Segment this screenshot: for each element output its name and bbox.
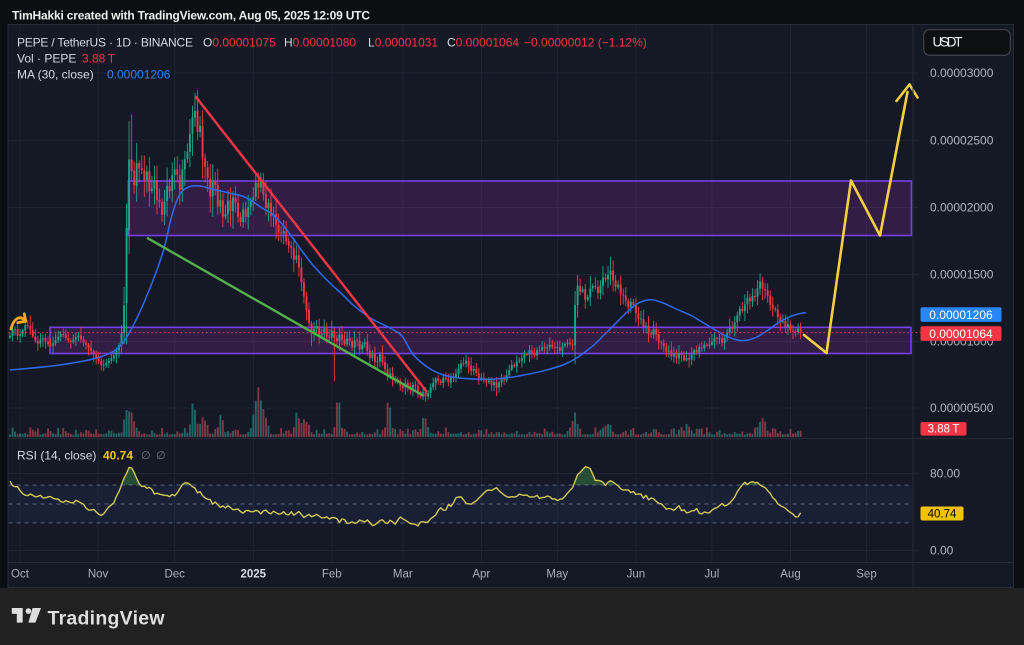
- svg-text:MA (30, close): MA (30, close): [17, 68, 94, 82]
- svg-text:0.00002000: 0.00002000: [930, 201, 994, 215]
- svg-text:2025: 2025: [241, 569, 267, 581]
- svg-text:C0.00001064: C0.00001064: [447, 36, 519, 50]
- svg-text:−0.00000012 (−1.12%): −0.00000012 (−1.12%): [524, 36, 647, 50]
- svg-text:0.00: 0.00: [930, 544, 954, 558]
- svg-text:Vol · PEPE: Vol · PEPE: [17, 52, 76, 66]
- svg-text:Oct: Oct: [11, 569, 30, 581]
- svg-text:0.00003000: 0.00003000: [930, 66, 994, 80]
- svg-text:0.00000500: 0.00000500: [930, 401, 994, 415]
- svg-text:∅: ∅: [156, 450, 166, 462]
- svg-text:Apr: Apr: [472, 569, 490, 581]
- svg-text:40.74: 40.74: [103, 449, 133, 463]
- svg-text:RSI (14, close): RSI (14, close): [17, 449, 96, 463]
- svg-text:O0.00001075: O0.00001075: [203, 36, 276, 50]
- svg-text:Feb: Feb: [322, 569, 342, 581]
- svg-text:H0.00001080: H0.00001080: [284, 36, 356, 50]
- svg-text:Dec: Dec: [164, 569, 185, 581]
- svg-text:0.00001206: 0.00001206: [929, 308, 993, 322]
- svg-text:0.00001500: 0.00001500: [930, 268, 994, 282]
- svg-text:3.88 T: 3.88 T: [82, 52, 116, 66]
- svg-text:L0.00001031: L0.00001031: [368, 36, 438, 50]
- svg-text:Nov: Nov: [88, 569, 109, 581]
- svg-text:TradingView: TradingView: [48, 608, 166, 630]
- svg-text:Jun: Jun: [627, 569, 646, 581]
- svg-text:0.00001206: 0.00001206: [107, 68, 171, 82]
- svg-text:Sep: Sep: [856, 569, 876, 581]
- svg-text:80.00: 80.00: [930, 467, 960, 481]
- svg-text:May: May: [546, 569, 568, 581]
- svg-text:TimHakki created with TradingV: TimHakki created with TradingView.com, A…: [12, 9, 370, 23]
- svg-text:40.74: 40.74: [928, 508, 957, 520]
- svg-text:0.00002500: 0.00002500: [930, 134, 994, 148]
- svg-text:0.00001064: 0.00001064: [929, 327, 993, 341]
- svg-text:USDT: USDT: [933, 35, 963, 50]
- svg-text:PEPE / TetherUS · 1D · BINANCE: PEPE / TetherUS · 1D · BINANCE: [17, 36, 193, 50]
- svg-text:Jul: Jul: [705, 569, 720, 581]
- svg-text:∅: ∅: [141, 450, 151, 462]
- svg-text:3.88 T: 3.88 T: [928, 424, 960, 436]
- svg-text:Mar: Mar: [393, 569, 413, 581]
- svg-text:Aug: Aug: [780, 569, 800, 581]
